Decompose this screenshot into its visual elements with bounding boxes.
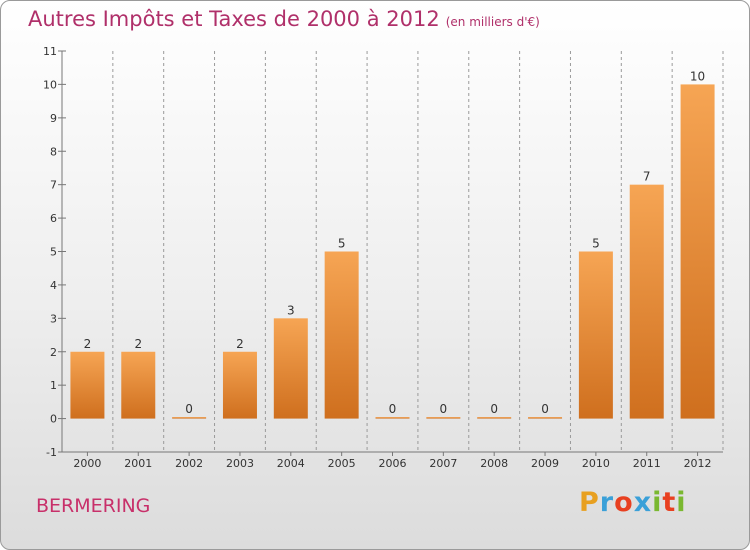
x-tick-label: 2008 [480,457,508,470]
chart-title-text: Autres Impôts et Taxes de 2000 à 2012 [28,7,440,31]
commune-name: BERMERING [36,495,151,517]
data-label: 0 [389,402,397,416]
y-tick-label: 9 [50,112,57,125]
bar [273,318,308,419]
y-tick-label: 5 [50,246,57,259]
bar [222,351,257,419]
data-label: 5 [592,237,600,251]
x-tick-label: 2007 [429,457,457,470]
y-tick-label: 6 [50,212,57,225]
bar [375,417,410,419]
data-label: 10 [690,69,705,83]
logo-letter: r [599,487,615,518]
data-label: 0 [541,402,549,416]
x-tick-label: 2001 [124,457,152,470]
logo-letter: t [662,487,677,518]
bar [121,351,156,419]
data-label: 7 [643,170,651,184]
y-tick-label: -1 [46,446,57,459]
data-label: 5 [338,237,346,251]
x-tick-label: 2004 [277,457,305,470]
x-tick-label: 2005 [328,457,356,470]
x-tick-label: 2003 [226,457,254,470]
x-tick-label: 2000 [73,457,101,470]
bar [477,417,512,419]
chart-title: Autres Impôts et Taxes de 2000 à 2012 (en… [28,7,540,31]
logo-letter: o [614,487,634,518]
x-tick-label: 2011 [633,457,661,470]
data-label: 2 [134,337,142,351]
data-label: 0 [490,402,498,416]
logo-letter: i [652,487,663,518]
x-tick-label: 2006 [379,457,407,470]
logo-letter: i [676,487,687,518]
data-label: 0 [185,402,193,416]
bar [172,417,207,419]
x-tick-label: 2010 [582,457,610,470]
bar [324,251,359,419]
bar [629,184,664,419]
logo-letter: x [633,487,653,518]
logo-letter: P [579,487,600,518]
data-label: 3 [287,303,295,317]
y-tick-label: 8 [50,145,57,158]
data-label: 0 [440,402,448,416]
y-tick-label: 7 [50,179,57,192]
proxiti-logo: Proxiti [579,487,687,518]
bar [70,351,105,419]
y-tick-label: 4 [50,279,57,292]
x-tick-label: 2002 [175,457,203,470]
bar [680,84,715,419]
y-tick-label: 0 [50,413,57,426]
y-tick-label: 2 [50,346,57,359]
y-tick-label: 1 [50,379,57,392]
chart-unit-label: (en milliers d'€) [445,15,540,29]
data-label: 2 [236,337,244,351]
y-tick-label: 10 [43,78,57,91]
x-tick-label: 2009 [531,457,559,470]
x-tick-label: 2012 [684,457,712,470]
bar [426,417,461,419]
bar [528,417,563,419]
y-tick-label: 3 [50,312,57,325]
data-label: 2 [84,337,92,351]
y-tick-label: 11 [43,45,57,58]
bar [578,251,613,419]
